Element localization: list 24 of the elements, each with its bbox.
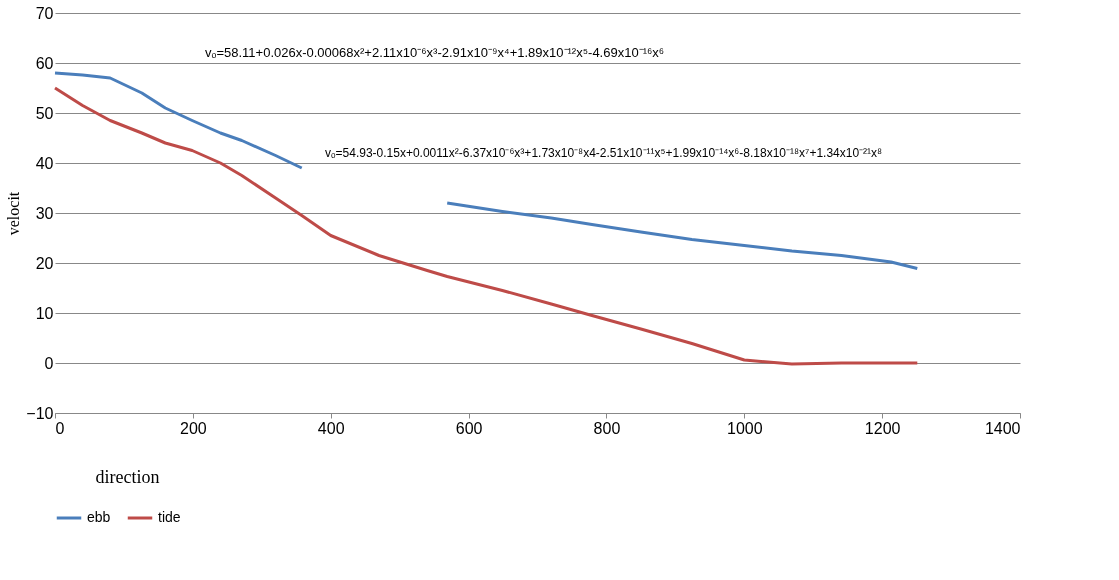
legend-label: tide [158,509,181,525]
x-tick-label: 1400 [984,419,1021,437]
x-tick-label: 800 [593,419,621,437]
x-tick-label: 1200 [864,419,901,437]
y-axis-title: velocit [5,191,23,236]
annotation: vₒ=58.11+0.026x-0.00068x²+2.11x10⁻⁶x³-2.91x10⁻⁹x⁴+1.89x10⁻¹²x⁵-4.69x10⁻¹⁶x⁶ [205,45,665,60]
x-axis-title: direction [95,466,160,487]
x-tick-label: 400 [317,419,345,437]
legend-label: ebb [87,509,111,525]
y-tick-label: 50 [35,104,54,122]
y-tick-label: −10 [26,404,54,422]
x-tick-label: 600 [455,419,483,437]
line-series [53,86,919,366]
y-tick-label: 60 [35,54,54,72]
y-tick-label: 40 [35,154,54,172]
x-tick-label: 200 [180,419,207,437]
y-tick-label: 30 [35,204,54,222]
x-tick-label: 0 [55,419,65,437]
y-tick-label: 10 [35,304,54,322]
x-tick-label: 1000 [726,419,763,437]
annotation: vₒ=54.93-0.15x+0.0011x²-6.37x10⁻⁶x³+1.73x10⁻⁸x4-2.51x10⁻¹¹x⁵+1.99x10⁻¹⁴x⁶-8.18x10⁻¹⁸x⁷+1.34x10⁻²¹x⁸ [325,146,883,160]
y-tick-label: 20 [35,254,54,272]
y-tick-label: 0 [44,354,54,372]
y-tick-label: 70 [35,4,54,22]
